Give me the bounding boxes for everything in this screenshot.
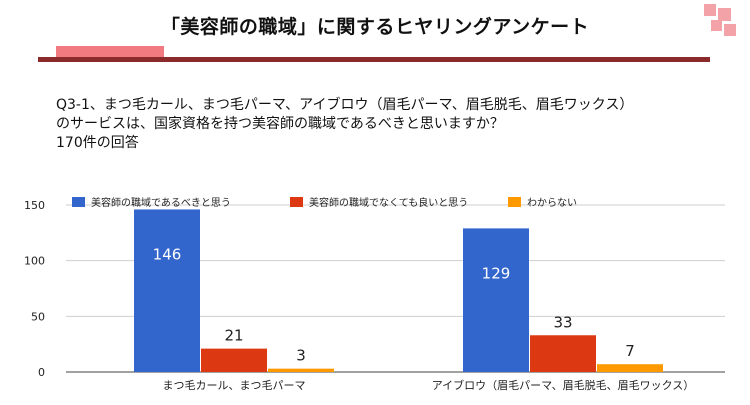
- decor-square: [718, 8, 731, 21]
- legend-swatch: [72, 197, 85, 207]
- data-label: 7: [625, 342, 635, 360]
- y-tick-label: 100: [24, 255, 45, 268]
- question-line-2: のサービスは、国家資格を持つ美容師の職域であるべきと思いますか？: [56, 116, 504, 132]
- data-label: 129: [482, 264, 511, 282]
- x-category-label: アイブロウ（眉毛パーマ、眉毛脱毛、眉毛ワックス）: [432, 378, 695, 392]
- data-label: 3: [296, 347, 306, 365]
- question-line-1: Q3-1、まつ毛カール、まつ毛パーマ、アイブロウ（眉毛パーマ、眉毛脱毛、眉毛ワッ…: [56, 97, 634, 113]
- data-label: 21: [224, 327, 243, 345]
- decor-square: [704, 4, 716, 16]
- response-count: 170件の回答: [56, 135, 139, 151]
- legend-label: わからない: [527, 197, 577, 209]
- legend-swatch: [290, 197, 303, 207]
- bar: [201, 348, 267, 372]
- slide-title: 「美容師の職域」に関するヒヤリングアンケート: [160, 16, 590, 38]
- title-accent-bar: [56, 46, 164, 58]
- y-tick-label: 50: [31, 310, 45, 323]
- title-rule: [38, 57, 710, 62]
- bar: [268, 368, 334, 372]
- decor-square: [724, 24, 736, 36]
- data-label: 33: [553, 313, 572, 331]
- y-tick-label: 150: [24, 199, 45, 212]
- y-tick-label: 0: [38, 366, 45, 379]
- legend-label: 美容師の職域でなくても良いと思う: [309, 196, 468, 209]
- bar: [530, 335, 596, 372]
- bar: [597, 364, 663, 372]
- legend-label: 美容師の職域であるべきと思う: [91, 196, 231, 209]
- decor-square: [711, 20, 722, 31]
- bar: [134, 209, 200, 372]
- legend-swatch: [508, 197, 521, 207]
- data-label: 146: [153, 245, 182, 263]
- question-text: Q3-1、まつ毛カール、まつ毛パーマ、アイブロウ（眉毛パーマ、眉毛脱毛、眉毛ワッ…: [56, 96, 726, 153]
- x-category-label: まつ毛カール、まつ毛パーマ: [163, 379, 306, 392]
- bar: [463, 228, 529, 372]
